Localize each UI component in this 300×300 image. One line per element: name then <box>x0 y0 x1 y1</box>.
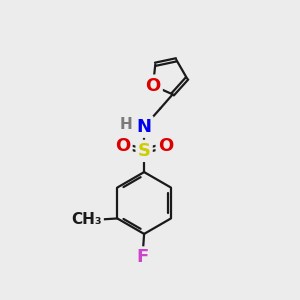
Text: O: O <box>146 76 161 94</box>
Text: O: O <box>158 136 173 154</box>
Text: O: O <box>115 136 130 154</box>
Text: S: S <box>138 142 151 160</box>
Text: F: F <box>136 248 149 266</box>
Text: H: H <box>119 117 132 132</box>
Text: N: N <box>136 118 152 136</box>
Text: CH₃: CH₃ <box>71 212 102 227</box>
